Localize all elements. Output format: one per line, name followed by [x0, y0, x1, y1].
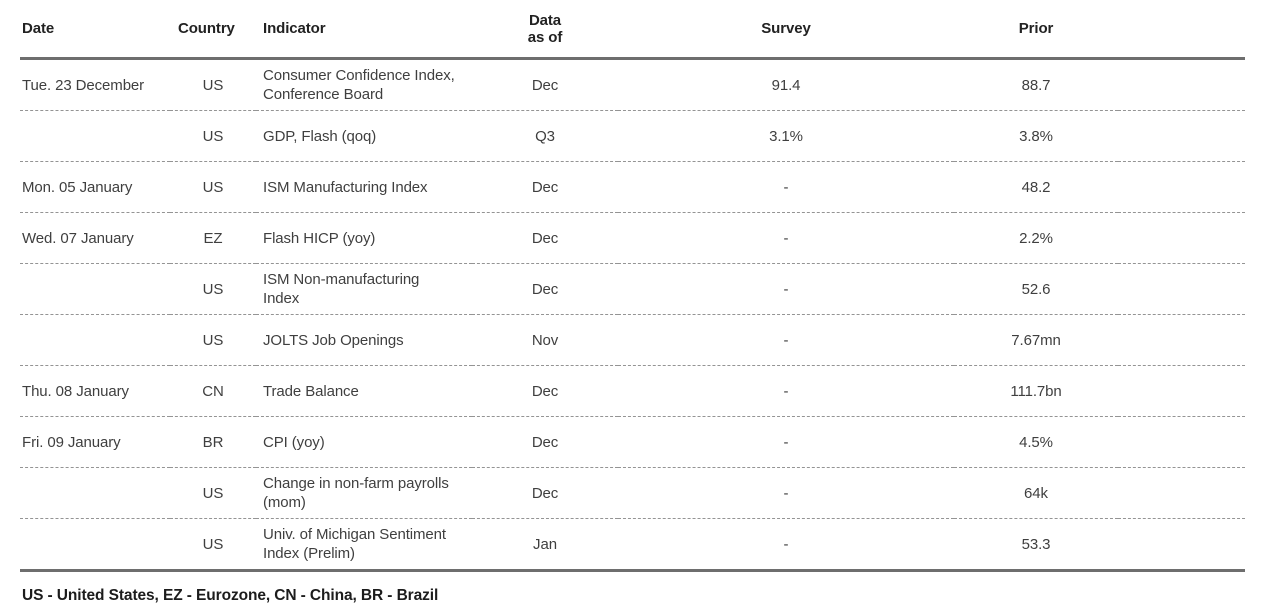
cell-spacer — [1118, 110, 1245, 162]
cell-date — [20, 467, 170, 519]
cell-date: Thu. 08 January — [20, 365, 170, 417]
cell-country: BR — [170, 416, 256, 468]
table-row: Fri. 09 January BR CPI (yoy) Dec - 4.5% — [20, 416, 1245, 468]
cell-data-as-of: Dec — [472, 416, 618, 468]
cell-country: CN — [170, 365, 256, 417]
header-row: Date Country Indicator Data as of Survey… — [20, 0, 1245, 60]
cell-indicator: Change in non-farm payrolls (mom) — [256, 467, 472, 519]
column-header-spacer — [1118, 0, 1245, 60]
table-row: US JOLTS Job Openings Nov - 7.67mn — [20, 314, 1245, 366]
table-row: US Change in non-farm payrolls (mom) Dec… — [20, 467, 1245, 519]
column-header-date: Date — [20, 0, 170, 60]
cell-spacer — [1118, 314, 1245, 366]
cell-data-as-of: Jan — [472, 518, 618, 572]
column-header-data-as-of-label: Data as of — [527, 11, 563, 46]
cell-prior: 53.3 — [954, 518, 1118, 572]
cell-indicator: Consumer Confidence Index, Conference Bo… — [256, 58, 472, 111]
cell-country: US — [170, 110, 256, 162]
cell-survey: - — [618, 314, 954, 366]
cell-prior: 111.7bn — [954, 365, 1118, 417]
cell-prior: 4.5% — [954, 416, 1118, 468]
cell-data-as-of: Q3 — [472, 110, 618, 162]
cell-spacer — [1118, 212, 1245, 264]
cell-spacer — [1118, 263, 1245, 315]
cell-data-as-of: Dec — [472, 365, 618, 417]
table-row: Wed. 07 January EZ Flash HICP (yoy) Dec … — [20, 212, 1245, 264]
cell-data-as-of: Dec — [472, 467, 618, 519]
cell-data-as-of: Dec — [472, 263, 618, 315]
cell-country: US — [170, 314, 256, 366]
table-row: Thu. 08 January CN Trade Balance Dec - 1… — [20, 365, 1245, 417]
cell-survey: - — [618, 416, 954, 468]
cell-country: US — [170, 161, 256, 213]
table-row: US GDP, Flash (qoq) Q3 3.1% 3.8% — [20, 110, 1245, 162]
cell-date: Tue. 23 December — [20, 58, 170, 111]
cell-spacer — [1118, 518, 1245, 572]
table-row: Tue. 23 December US Consumer Confidence … — [20, 58, 1245, 111]
cell-indicator: ISM Manufacturing Index — [256, 161, 472, 213]
column-header-prior: Prior — [954, 0, 1118, 60]
cell-prior: 52.6 — [954, 263, 1118, 315]
cell-data-as-of: Dec — [472, 212, 618, 264]
cell-data-as-of: Nov — [472, 314, 618, 366]
cell-indicator: Flash HICP (yoy) — [256, 212, 472, 264]
cell-indicator: GDP, Flash (qoq) — [256, 110, 472, 162]
cell-prior: 88.7 — [954, 58, 1118, 111]
table-body: Tue. 23 December US Consumer Confidence … — [20, 58, 1245, 572]
column-header-country: Country — [170, 0, 256, 60]
cell-spacer — [1118, 416, 1245, 468]
cell-survey: - — [618, 263, 954, 315]
cell-survey: - — [618, 161, 954, 213]
table-row: US ISM Non-manufacturing Index Dec - 52.… — [20, 263, 1245, 315]
cell-survey: - — [618, 365, 954, 417]
cell-date: Mon. 05 January — [20, 161, 170, 213]
cell-indicator: JOLTS Job Openings — [256, 314, 472, 366]
cell-data-as-of: Dec — [472, 161, 618, 213]
cell-date — [20, 314, 170, 366]
cell-country: EZ — [170, 212, 256, 264]
cell-date: Fri. 09 January — [20, 416, 170, 468]
cell-survey: - — [618, 467, 954, 519]
table-row: US Univ. of Michigan Sentiment Index (Pr… — [20, 518, 1245, 572]
cell-survey: 3.1% — [618, 110, 954, 162]
footnote-legend: US - United States, EZ - Eurozone, CN - … — [22, 587, 439, 604]
cell-data-as-of: Dec — [472, 58, 618, 111]
cell-date: Wed. 07 January — [20, 212, 170, 264]
cell-country: US — [170, 467, 256, 519]
cell-survey: - — [618, 518, 954, 572]
cell-prior: 64k — [954, 467, 1118, 519]
economic-calendar-table: Date Country Indicator Data as of Survey… — [20, 0, 1245, 572]
cell-prior: 7.67mn — [954, 314, 1118, 366]
cell-survey: 91.4 — [618, 58, 954, 111]
cell-indicator: Trade Balance — [256, 365, 472, 417]
cell-prior: 2.2% — [954, 212, 1118, 264]
cell-prior: 3.8% — [954, 110, 1118, 162]
cell-spacer — [1118, 161, 1245, 213]
cell-spacer — [1118, 467, 1245, 519]
cell-country: US — [170, 58, 256, 111]
cell-country: US — [170, 263, 256, 315]
cell-date — [20, 263, 170, 315]
cell-survey: - — [618, 212, 954, 264]
column-header-data-as-of: Data as of — [472, 0, 618, 60]
table-row: Mon. 05 January US ISM Manufacturing Ind… — [20, 161, 1245, 213]
column-header-survey: Survey — [618, 0, 954, 60]
cell-spacer — [1118, 58, 1245, 111]
table-header: Date Country Indicator Data as of Survey… — [20, 0, 1245, 60]
cell-spacer — [1118, 365, 1245, 417]
cell-indicator: Univ. of Michigan Sentiment Index (Preli… — [256, 518, 472, 572]
cell-date — [20, 518, 170, 572]
column-header-indicator: Indicator — [256, 0, 472, 60]
cell-country: US — [170, 518, 256, 572]
cell-date — [20, 110, 170, 162]
cell-indicator: ISM Non-manufacturing Index — [256, 263, 472, 315]
cell-indicator: CPI (yoy) — [256, 416, 472, 468]
cell-prior: 48.2 — [954, 161, 1118, 213]
